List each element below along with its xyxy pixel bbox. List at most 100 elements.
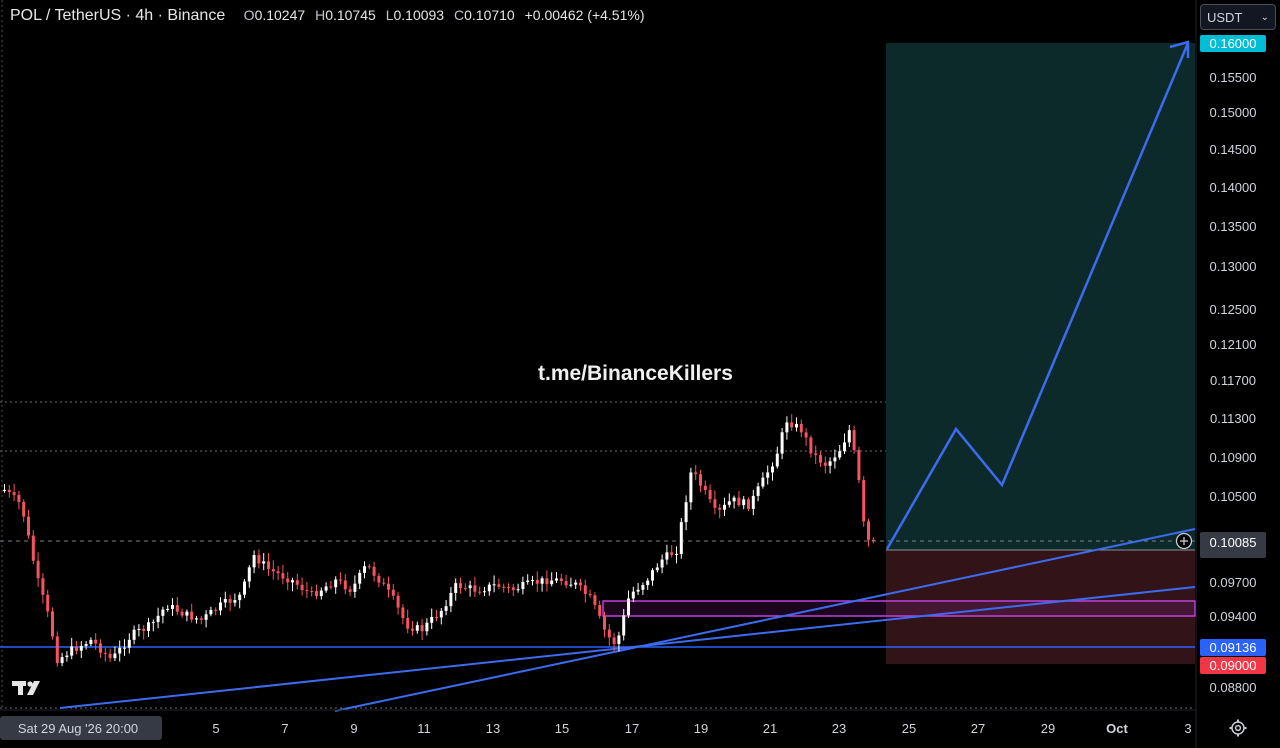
trendline[interactable]	[59, 586, 1196, 709]
candle-body	[223, 598, 227, 603]
candle-body	[401, 607, 405, 619]
time-tick-label: Sat 29 Aug '26 20:00	[18, 721, 138, 736]
candle-body	[363, 566, 366, 573]
candle-body	[89, 639, 93, 644]
candle-body	[319, 590, 323, 597]
high-label: H	[315, 7, 326, 23]
candle-body	[819, 455, 822, 463]
candle-body	[727, 501, 731, 505]
candle-body	[564, 581, 568, 586]
candle-body	[238, 594, 242, 601]
candle-body	[132, 629, 136, 640]
time-tick-label: 19	[694, 721, 708, 736]
candle-body	[310, 591, 314, 593]
candle-body	[699, 474, 702, 486]
candle-body	[843, 442, 846, 452]
candle-body	[7, 489, 11, 493]
candle-body	[867, 521, 870, 540]
candle-body	[511, 587, 515, 590]
low-label: L	[385, 7, 394, 23]
candle-body	[372, 566, 376, 576]
candle-body	[603, 615, 606, 630]
candle-body	[550, 580, 554, 585]
candle-body	[219, 602, 222, 611]
gear-icon[interactable]	[1228, 718, 1248, 738]
candle-body	[809, 437, 813, 454]
candle-body	[123, 647, 126, 649]
candle-body	[627, 598, 630, 616]
time-tick-label: 27	[971, 721, 985, 736]
candle-body	[665, 552, 669, 560]
candle-body	[718, 507, 722, 510]
candle-body	[367, 566, 371, 568]
candle-body	[439, 610, 443, 618]
price-tick-label: 0.15500	[1210, 70, 1257, 85]
candle-body	[324, 586, 328, 591]
candle-body	[593, 595, 597, 605]
support-price-label: 0.09136	[1210, 640, 1257, 655]
crosshair-time-badge	[0, 716, 162, 740]
symbol-title[interactable]: POL / TetherUS · 4h · Binance	[10, 7, 226, 24]
candle-body	[751, 495, 755, 509]
price-tick-label: 0.10900	[1210, 450, 1257, 465]
price-tick-label: 0.13500	[1210, 219, 1257, 234]
price-tick-label: 0.10500	[1210, 489, 1257, 504]
candle-body	[622, 615, 626, 636]
candle-body	[675, 553, 678, 555]
candle-body	[612, 637, 616, 645]
candle-body	[27, 516, 30, 536]
tradingview-logo-icon[interactable]	[12, 679, 46, 699]
candle-body	[444, 606, 448, 611]
candle-body	[286, 578, 290, 583]
open-label: O	[243, 7, 255, 23]
time-axis[interactable]: Sat 29 Aug '26 20:00 5 7 9 11 13 15 17 19 21 23 25 2…	[0, 716, 1192, 740]
candle-body	[531, 580, 534, 582]
candle-body	[468, 585, 472, 589]
price-tick-label: 0.09400	[1210, 609, 1257, 624]
candle-body	[497, 584, 501, 587]
price-tick-label: 0.14000	[1210, 180, 1257, 195]
projection-path[interactable]	[885, 42, 1190, 550]
candle-body	[276, 571, 280, 574]
trendline[interactable]	[334, 528, 1196, 712]
close-label: C	[453, 7, 465, 23]
target-price-label: 0.16000	[1210, 36, 1257, 51]
candle-body	[761, 477, 765, 487]
candle-body	[847, 430, 851, 443]
time-tick-label: 7	[281, 721, 288, 736]
candle-body	[295, 580, 299, 585]
currency-select[interactable]: USDT ⌄	[1200, 4, 1276, 30]
candle-body	[127, 639, 131, 648]
candle-body	[799, 423, 803, 433]
price-tick-label: 0.15000	[1210, 105, 1257, 120]
candle-body	[99, 643, 102, 653]
demand-zone[interactable]	[602, 600, 1196, 617]
loss-zone[interactable]	[886, 550, 1195, 664]
candle-body	[118, 647, 122, 654]
profit-zone[interactable]	[886, 43, 1195, 550]
watermark-text: t.me/BinanceKillers	[538, 362, 733, 385]
candle-body	[737, 497, 741, 506]
candle-body	[449, 592, 453, 607]
candle-body	[871, 539, 875, 541]
candle-body	[3, 489, 6, 491]
time-tick-label: 23	[832, 721, 846, 736]
add-alert-icon[interactable]	[1175, 532, 1193, 550]
price-axis[interactable]	[1196, 0, 1280, 710]
open-value: 0.10247	[254, 7, 306, 23]
candle-body	[113, 653, 117, 659]
candle-body	[459, 583, 462, 589]
stop-price-badge	[1200, 657, 1266, 674]
candle-body	[70, 646, 74, 656]
candle-body	[41, 578, 45, 595]
current-price-badge	[1200, 532, 1266, 558]
candle-body	[36, 560, 40, 579]
candle-body	[742, 499, 746, 506]
candle-body	[195, 618, 198, 620]
candle-body	[291, 580, 294, 583]
candle-body	[334, 579, 338, 588]
candle-body	[51, 611, 54, 637]
price-tick-label: 0.11700	[1210, 373, 1256, 388]
candle-body	[60, 657, 64, 664]
